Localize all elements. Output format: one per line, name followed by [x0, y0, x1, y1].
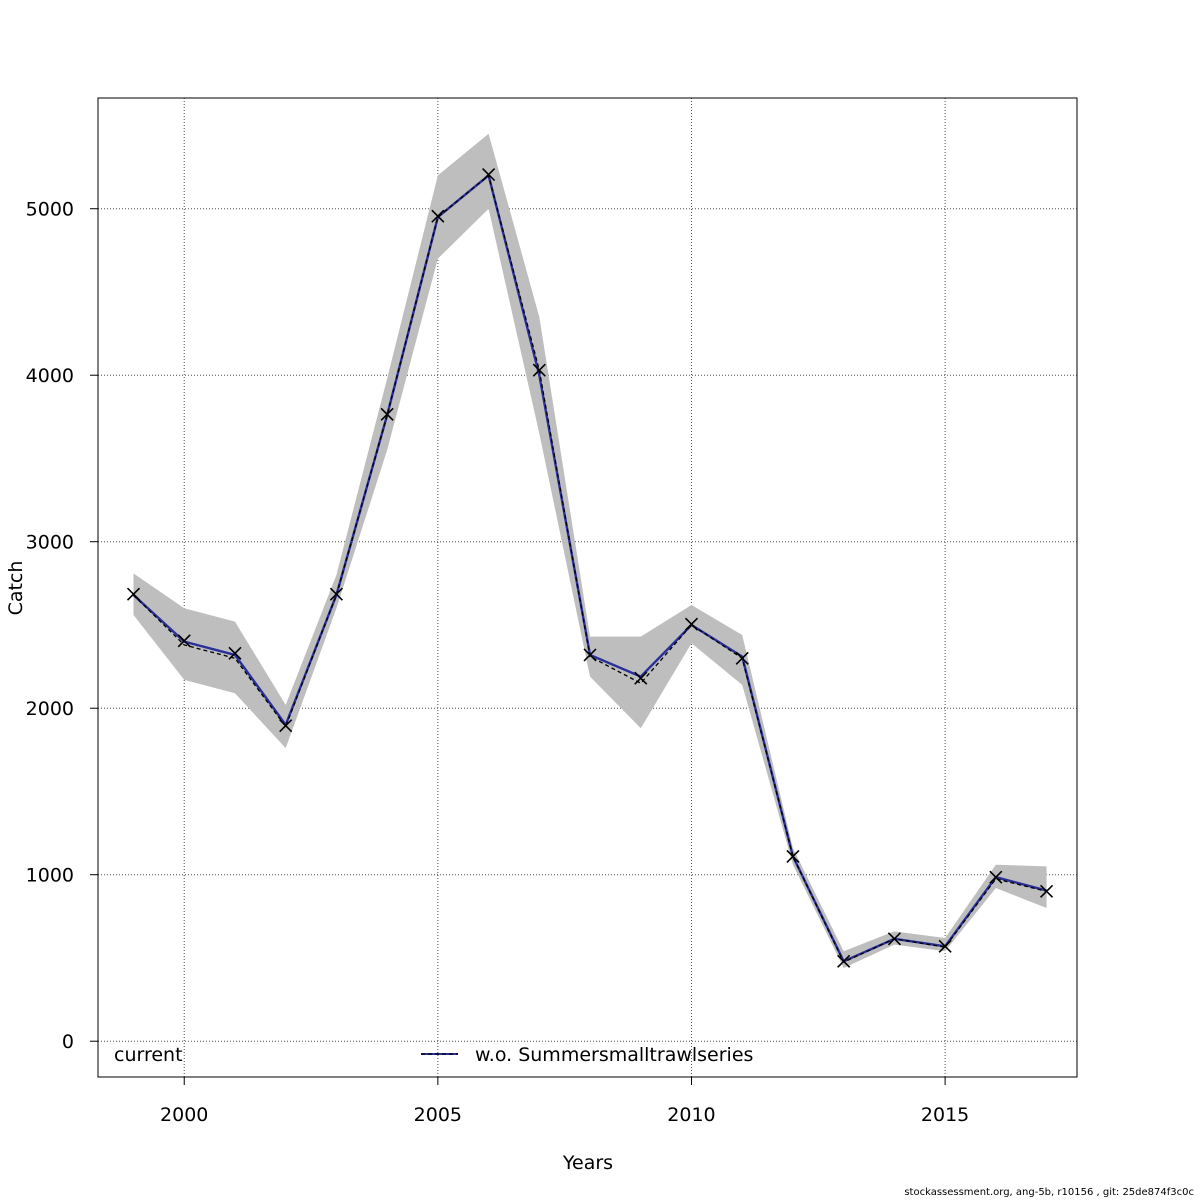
legend-item-current: current [114, 1044, 183, 1066]
plot-frame [97, 97, 1078, 1078]
observation-marker-2015 [938, 939, 952, 953]
confidence-band [133, 133, 1047, 968]
legend-label-w-o-summersmalltrawlseries: w.o. Summersmalltrawlseries [475, 1044, 753, 1066]
observation-marker-2013 [837, 954, 851, 968]
marker-stroke-b [938, 939, 952, 953]
marker-stroke-b [431, 209, 445, 223]
series-line-w-o-summersmalltrawlseries [132, 174, 1047, 963]
x-tick-label-2010: 2010 [667, 1104, 715, 1126]
marker-stroke-b [279, 719, 293, 733]
marker-stroke-b [329, 587, 343, 601]
observation-marker-1999 [126, 587, 141, 601]
observation-marker-2007 [532, 363, 546, 377]
marker-stroke-b [583, 648, 597, 662]
y-axis-ticks: 0 1000 2000 3000 4000 5000 [26, 199, 98, 1053]
observation-marker-2016 [989, 870, 1003, 884]
marker-stroke-b [634, 671, 648, 685]
marker-stroke-b [126, 587, 141, 601]
x-tick-label-2015: 2015 [921, 1104, 969, 1126]
marker-stroke-b [380, 407, 394, 421]
marker-stroke-b [989, 870, 1003, 884]
x-axis-ticks: 2000 2005 2010 2015 [160, 1077, 969, 1126]
marker-stroke-b [532, 363, 546, 377]
observation-marker-2011 [735, 651, 749, 665]
observation-marker-2009 [634, 671, 648, 685]
marker-stroke-b [482, 168, 496, 182]
observation-marker-2004 [380, 407, 394, 421]
y-tick-label-2000: 2000 [26, 698, 74, 720]
observation-marker-2005 [431, 209, 445, 223]
y-tick-label-5000: 5000 [26, 199, 74, 221]
observation-marker-2006 [482, 168, 496, 182]
series-line-current [133, 174, 1047, 963]
grid-lines [98, 98, 1077, 1077]
x-axis-label: Years [562, 1152, 613, 1174]
x-tick-label-2000: 2000 [160, 1104, 208, 1126]
observation-marker-2002 [279, 719, 293, 733]
observation-marker-2001 [228, 646, 242, 660]
marker-stroke-b [684, 617, 699, 631]
x-tick-label-2005: 2005 [414, 1104, 462, 1126]
observation-marker-2014 [887, 932, 901, 946]
observation-marker-2003 [329, 587, 343, 601]
y-tick-label-3000: 3000 [26, 532, 74, 554]
marker-stroke-b [228, 646, 242, 660]
series-lines [132, 174, 1047, 963]
footer-credit: stockassessment.org, ang-5b, r10156 , gi… [904, 1187, 1194, 1198]
marker-stroke-b [735, 651, 749, 665]
y-axis-label: Catch [5, 561, 27, 616]
marker-stroke-b [177, 634, 191, 648]
y-tick-label-0: 0 [62, 1031, 74, 1053]
observation-marker-2010 [684, 617, 699, 631]
marker-stroke-b [786, 849, 800, 863]
marker-stroke-b [887, 932, 901, 946]
observation-marker-2017 [1039, 884, 1054, 898]
observation-marker-2008 [583, 648, 597, 662]
observation-markers [126, 168, 1054, 968]
observation-marker-2012 [786, 849, 800, 863]
legend-label-current: current [114, 1044, 183, 1066]
legend: current w.o. Summersmalltrawlseries [114, 1044, 753, 1066]
marker-stroke-b [837, 954, 851, 968]
marker-stroke-b [1039, 884, 1054, 898]
y-tick-label-4000: 4000 [26, 365, 74, 387]
observation-marker-2000 [177, 634, 191, 648]
y-tick-label-1000: 1000 [26, 865, 74, 887]
legend-item-w-o-summersmalltrawlseries: w.o. Summersmalltrawlseries [421, 1044, 753, 1066]
